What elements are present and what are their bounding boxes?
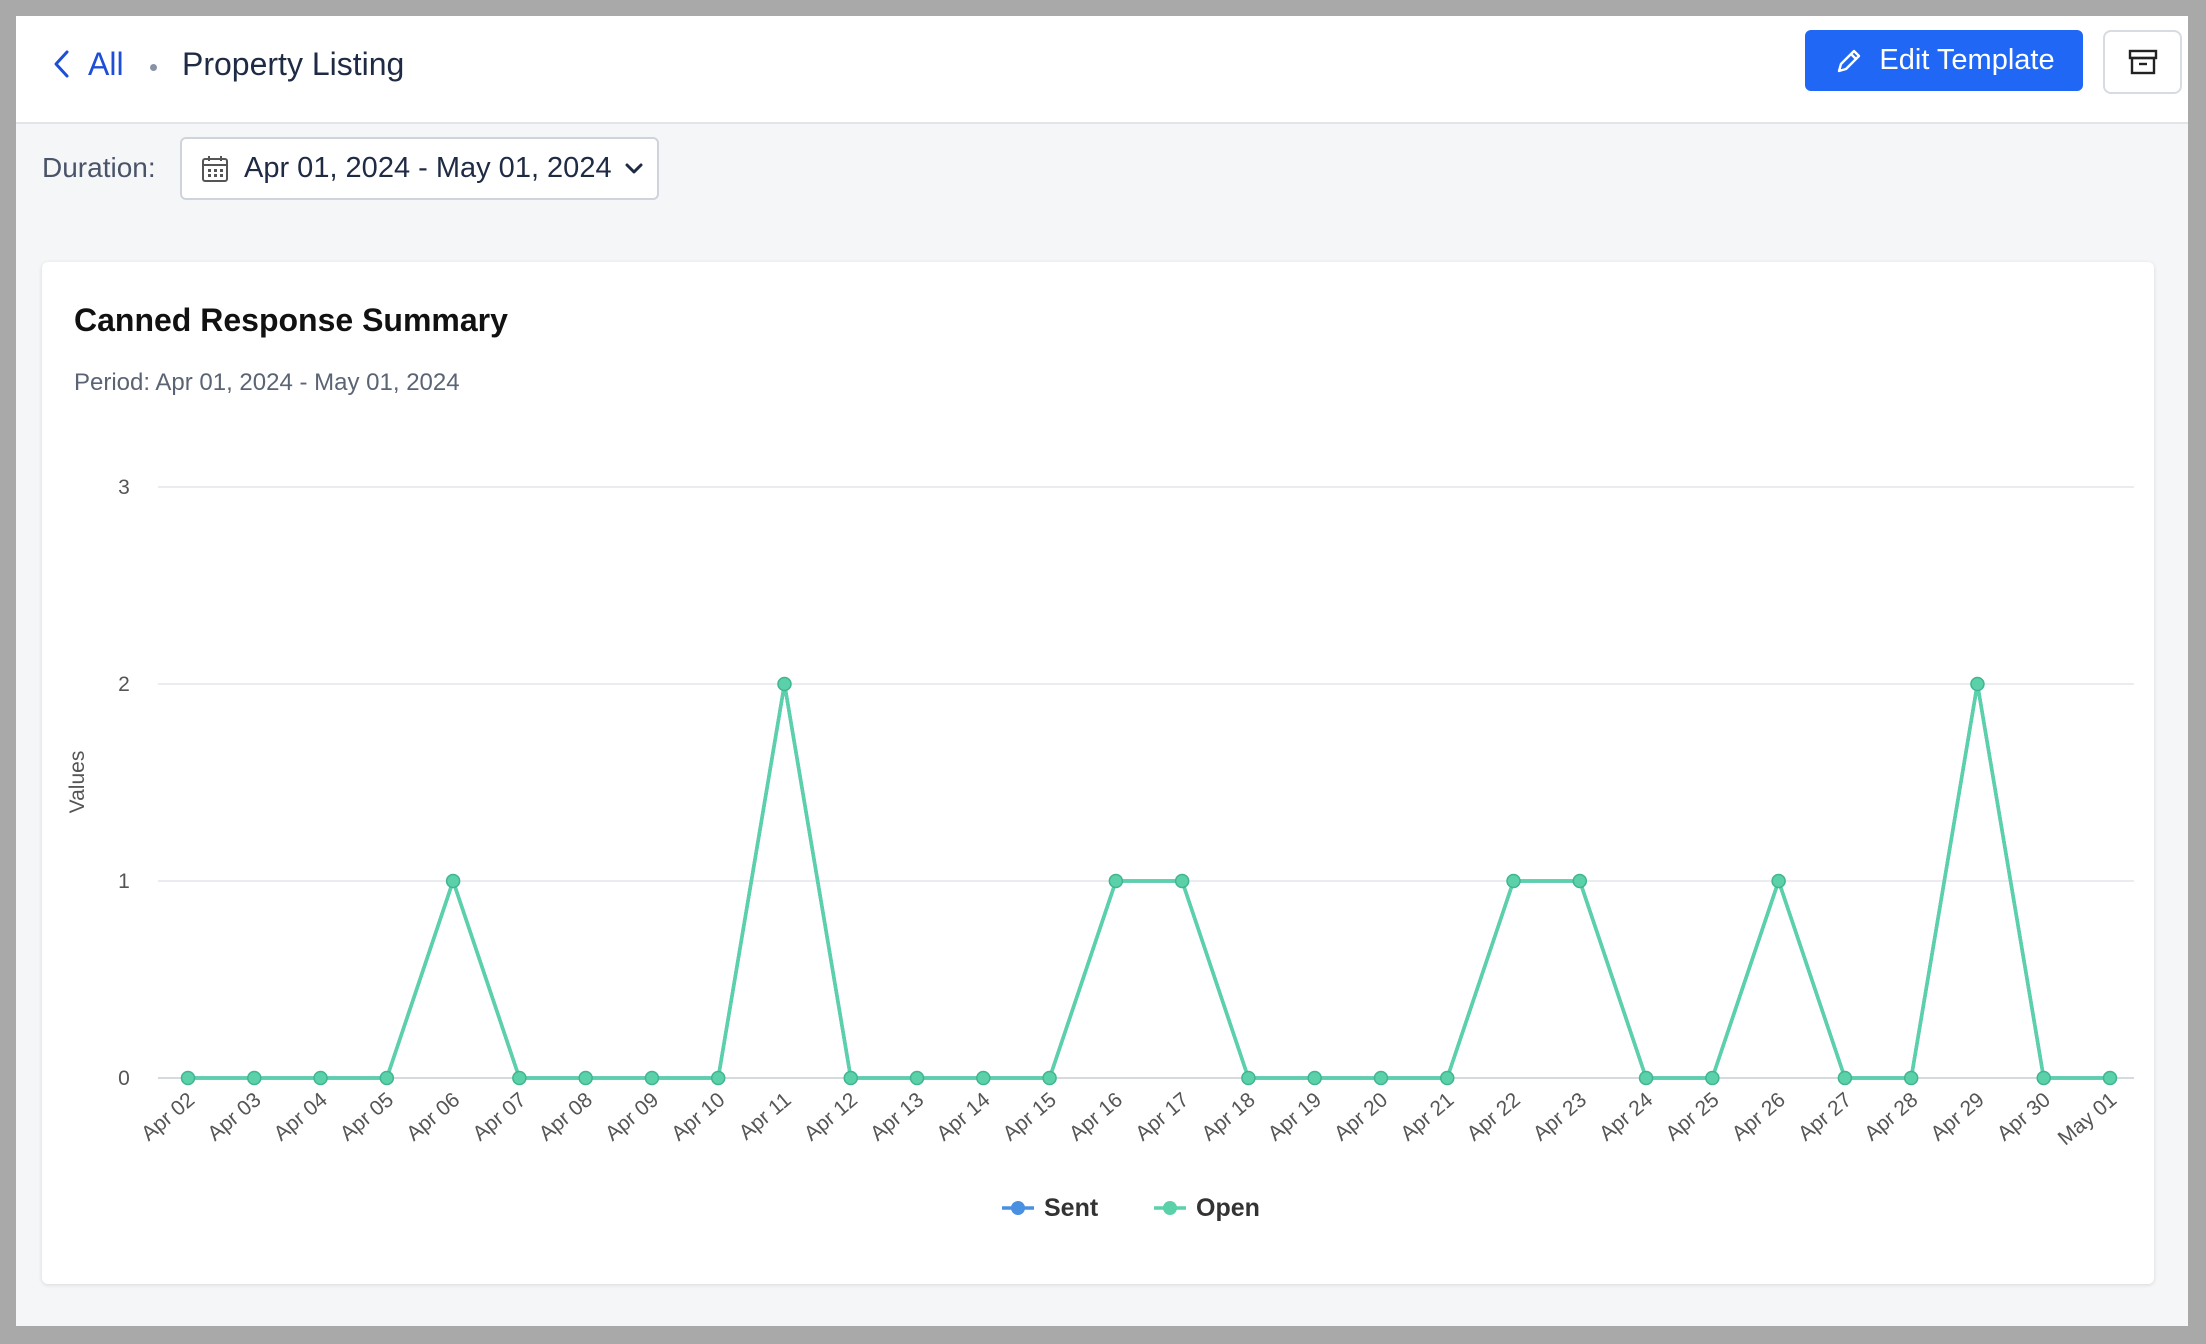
legend-label: Open [1196, 1194, 1260, 1222]
chevron-down-icon [625, 163, 643, 173]
data-point-open[interactable] [1042, 1070, 1057, 1086]
archive-icon [2128, 49, 2157, 75]
data-point-open[interactable] [1638, 1070, 1654, 1086]
legend-label: Sent [1044, 1194, 1099, 1222]
x-tick-label: Apr 09 [601, 1088, 663, 1145]
data-point-open[interactable] [445, 873, 461, 889]
chart-subtitle: Period: Apr 01, 2024 - May 01, 2024 [74, 369, 460, 396]
x-tick-label: Apr 08 [535, 1088, 597, 1145]
data-point-open[interactable] [644, 1070, 660, 1086]
data-point-open[interactable] [1373, 1070, 1389, 1086]
x-tick-label: Apr 04 [270, 1088, 332, 1146]
data-point-open[interactable] [777, 676, 792, 692]
y-tick-label: 0 [118, 1067, 130, 1090]
chart-card: Canned Response Summary Period: Apr 01, … [42, 262, 2154, 1284]
page-title: Property Listing [182, 46, 405, 82]
y-tick-label: 2 [118, 673, 130, 696]
y-axis: 0 1 2 3 [118, 476, 130, 1090]
data-point-open[interactable] [909, 1070, 925, 1086]
calendar-icon [202, 155, 228, 182]
data-point-open[interactable] [1307, 1070, 1322, 1086]
app-window: All Property Listing Edit Template Durat… [16, 16, 2188, 1326]
data-point-open[interactable] [180, 1070, 196, 1086]
data-point-open[interactable] [1903, 1070, 1919, 1086]
archive-button[interactable] [2103, 30, 2182, 94]
data-point-open[interactable] [247, 1070, 262, 1086]
data-point-open[interactable] [379, 1070, 395, 1086]
data-point-open[interactable] [2102, 1070, 2118, 1086]
date-range-value: Apr 01, 2024 - May 01, 2024 [244, 152, 612, 184]
chevron-left-icon [54, 50, 69, 78]
data-point-open[interactable] [1241, 1070, 1256, 1086]
x-tick-label: Apr 20 [1330, 1088, 1392, 1145]
x-tick-label: Apr 05 [336, 1088, 398, 1145]
x-tick-label: Apr 07 [468, 1088, 530, 1145]
duration-label: Duration: [42, 152, 156, 183]
data-point-open[interactable] [2036, 1070, 2051, 1086]
data-point-open[interactable] [1439, 1070, 1455, 1086]
x-tick-label: Apr 23 [1529, 1088, 1591, 1145]
y-tick-label: 3 [118, 476, 130, 499]
series-line-open [188, 682, 2110, 1080]
legend-item-sent[interactable]: Sent [1002, 1194, 1099, 1222]
data-point-open[interactable] [1970, 676, 1985, 692]
x-tick-label: Apr 30 [1993, 1088, 2055, 1145]
x-tick-label: Apr 02 [137, 1088, 199, 1145]
x-tick-label: Apr 15 [999, 1088, 1061, 1145]
x-tick-label: Apr 26 [1728, 1088, 1790, 1145]
x-tick-label: Apr 19 [1264, 1088, 1326, 1145]
data-point-open[interactable] [1572, 873, 1588, 889]
y-axis-label: Values [66, 751, 89, 814]
x-tick-label: Apr 12 [800, 1088, 862, 1145]
x-tick-label: Apr 21 [1396, 1088, 1458, 1145]
x-tick-label: Apr 22 [1463, 1088, 1525, 1145]
pencil-icon [1838, 49, 1861, 72]
x-tick-label: May 01 [2054, 1088, 2122, 1150]
x-tick-label: Apr 28 [1860, 1088, 1922, 1145]
back-link-label: All [88, 46, 124, 82]
back-link[interactable]: All [48, 44, 124, 84]
data-point-open[interactable] [1506, 873, 1521, 889]
x-tick-label: Apr 16 [1065, 1088, 1127, 1145]
legend-marker [1163, 1201, 1177, 1215]
data-point-open[interactable] [976, 1070, 991, 1086]
legend-marker [1011, 1201, 1025, 1215]
x-tick-label: Apr 17 [1131, 1088, 1193, 1145]
x-tick-label: Apr 27 [1794, 1088, 1856, 1145]
x-tick-label: Apr 24 [1595, 1088, 1657, 1146]
legend: Sent Open [1002, 1194, 1260, 1222]
top-bar: All Property Listing Edit Template [16, 16, 2188, 124]
grid-lines [158, 486, 2134, 1079]
date-range-picker[interactable]: Apr 01, 2024 - May 01, 2024 [180, 137, 659, 200]
data-point-open[interactable] [843, 1070, 859, 1086]
x-tick-label: Apr 14 [932, 1088, 994, 1146]
data-point-open[interactable] [1771, 873, 1786, 889]
data-point-open[interactable] [1705, 1070, 1720, 1086]
data-point-open[interactable] [1837, 1070, 1853, 1086]
legend-item-open[interactable]: Open [1154, 1194, 1260, 1222]
x-tick-label: Apr 25 [1661, 1088, 1723, 1145]
x-tick-label: Apr 18 [1197, 1088, 1259, 1145]
chart-title: Canned Response Summary [74, 302, 508, 338]
data-point-open[interactable] [1108, 873, 1124, 889]
x-tick-label: Apr 03 [203, 1088, 265, 1145]
x-tick-label: Apr 10 [667, 1088, 729, 1145]
series-lines [188, 682, 2110, 1080]
series-points [180, 676, 2118, 1086]
edit-template-label: Edit Template [1879, 44, 2055, 76]
x-tick-label: Apr 29 [1926, 1088, 1988, 1145]
x-tick-label: Apr 06 [402, 1088, 464, 1145]
data-point-open[interactable] [1174, 873, 1190, 889]
edit-template-button[interactable]: Edit Template [1805, 30, 2083, 91]
data-point-open[interactable] [512, 1070, 527, 1086]
data-point-open[interactable] [578, 1070, 593, 1086]
y-tick-label: 1 [118, 870, 130, 893]
data-point-open[interactable] [710, 1070, 726, 1086]
data-point-open[interactable] [313, 1070, 328, 1086]
x-tick-label: Apr 13 [866, 1088, 928, 1145]
breadcrumb-separator [150, 64, 157, 71]
x-axis: Apr 02 Apr 03 Apr 04 Apr 05 Apr 06 Apr 07 Apr … [137, 1088, 2121, 1150]
x-tick-label: Apr 11 [735, 1088, 796, 1144]
